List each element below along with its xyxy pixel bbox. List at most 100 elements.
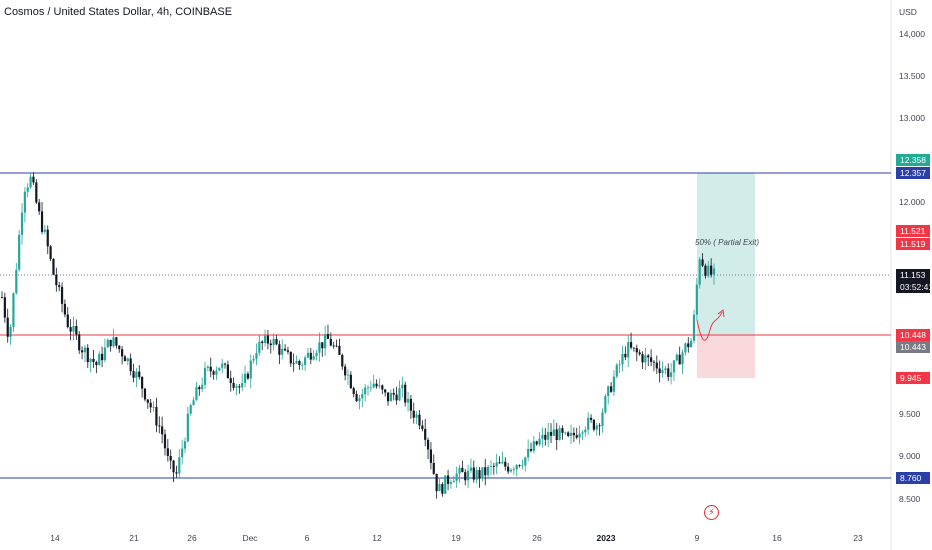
candle-body bbox=[218, 367, 221, 371]
candle-body bbox=[392, 392, 395, 395]
candle-body bbox=[361, 394, 364, 399]
candle-body bbox=[158, 425, 161, 427]
candle-body bbox=[241, 382, 244, 388]
candle-body bbox=[315, 352, 318, 357]
candle-body bbox=[649, 357, 653, 362]
candle-body bbox=[40, 211, 44, 232]
candle-body bbox=[398, 388, 401, 401]
candle-body bbox=[255, 352, 258, 359]
candle-body bbox=[95, 361, 98, 366]
candle-body bbox=[627, 342, 630, 358]
time-axis-label: 21 bbox=[129, 533, 139, 543]
candle-body bbox=[678, 354, 681, 365]
candle-body bbox=[509, 469, 513, 472]
candle-body bbox=[301, 364, 304, 366]
candle-body bbox=[344, 366, 347, 376]
candle-body bbox=[55, 274, 58, 286]
candle-body bbox=[621, 353, 624, 365]
candle-body bbox=[449, 482, 453, 484]
candle-body bbox=[469, 467, 473, 471]
lightning-icon[interactable]: ⚡︎ bbox=[704, 505, 719, 520]
candle-body bbox=[587, 417, 590, 430]
target-zone bbox=[697, 173, 755, 335]
candle-body bbox=[664, 368, 667, 371]
candle-body bbox=[243, 373, 247, 383]
candle-body bbox=[175, 472, 178, 474]
entry-bottom-tag: 10.443 bbox=[896, 341, 930, 353]
stop-loss-tag: 9.945 bbox=[896, 372, 930, 384]
candle-body bbox=[304, 357, 307, 365]
candle-body bbox=[226, 364, 229, 379]
candle-body bbox=[292, 363, 295, 365]
candle-body bbox=[232, 382, 235, 388]
candle-body bbox=[326, 334, 330, 339]
candle-body bbox=[3, 297, 6, 318]
time-axis-label-year: 2023 bbox=[596, 533, 616, 543]
candle-body bbox=[203, 367, 207, 385]
candle-body bbox=[404, 384, 407, 403]
candle-body bbox=[572, 432, 575, 436]
candle-body bbox=[438, 484, 441, 492]
candle-body bbox=[355, 393, 358, 402]
candle-body bbox=[223, 363, 227, 365]
candle-body bbox=[112, 337, 115, 347]
candle-body bbox=[12, 293, 15, 327]
time-axis-label: 9 bbox=[694, 533, 700, 543]
candle-body bbox=[481, 467, 484, 479]
candle-body bbox=[424, 428, 427, 440]
candle-body bbox=[286, 350, 290, 352]
candle-body bbox=[452, 480, 455, 483]
candle-body bbox=[426, 439, 430, 450]
candle-body bbox=[629, 342, 633, 348]
candle-body bbox=[52, 258, 55, 275]
candle-body bbox=[341, 354, 344, 367]
candle-body bbox=[532, 441, 535, 451]
candle-body bbox=[20, 212, 24, 235]
candle-body bbox=[384, 389, 387, 393]
candle-body bbox=[487, 466, 490, 476]
candle-body bbox=[595, 425, 598, 430]
candle-body bbox=[18, 234, 21, 270]
candle-body bbox=[604, 396, 607, 413]
candle-body bbox=[444, 475, 447, 494]
candle-body bbox=[278, 344, 281, 355]
candle-body bbox=[324, 334, 327, 349]
candle-body bbox=[209, 366, 212, 372]
candle-body bbox=[346, 374, 350, 376]
candle-body bbox=[149, 402, 152, 408]
candle-body bbox=[0, 297, 4, 298]
candle-body bbox=[495, 462, 498, 467]
candle-body bbox=[492, 466, 495, 467]
candle-body bbox=[201, 384, 204, 390]
candle-body bbox=[163, 434, 167, 449]
candle-body bbox=[589, 417, 593, 420]
candle-body bbox=[266, 335, 270, 344]
candle-body bbox=[272, 338, 275, 346]
entry-top-tag: 10.448 bbox=[896, 329, 930, 341]
candle-body bbox=[238, 386, 241, 388]
candle-body bbox=[192, 400, 195, 406]
candle-body bbox=[561, 428, 564, 433]
candle-body bbox=[72, 325, 75, 332]
candle-body bbox=[198, 387, 201, 390]
candle-body bbox=[535, 441, 538, 445]
candle-body bbox=[701, 259, 704, 266]
candle-body bbox=[578, 433, 581, 438]
candle-body bbox=[406, 398, 410, 403]
candle-body bbox=[338, 345, 341, 355]
candle-body bbox=[378, 385, 381, 387]
candle-body bbox=[695, 284, 698, 315]
candle-body bbox=[661, 370, 664, 374]
candle-body bbox=[169, 455, 172, 461]
candle-body bbox=[704, 265, 707, 276]
candle-body bbox=[35, 182, 38, 203]
candle-body bbox=[181, 448, 184, 458]
candle-body bbox=[624, 353, 627, 358]
candle-body bbox=[312, 356, 315, 360]
candle-body bbox=[115, 337, 118, 346]
candle-body bbox=[332, 345, 335, 347]
candle-body bbox=[75, 325, 78, 335]
candle-body bbox=[529, 449, 533, 451]
candle-body bbox=[409, 398, 412, 411]
